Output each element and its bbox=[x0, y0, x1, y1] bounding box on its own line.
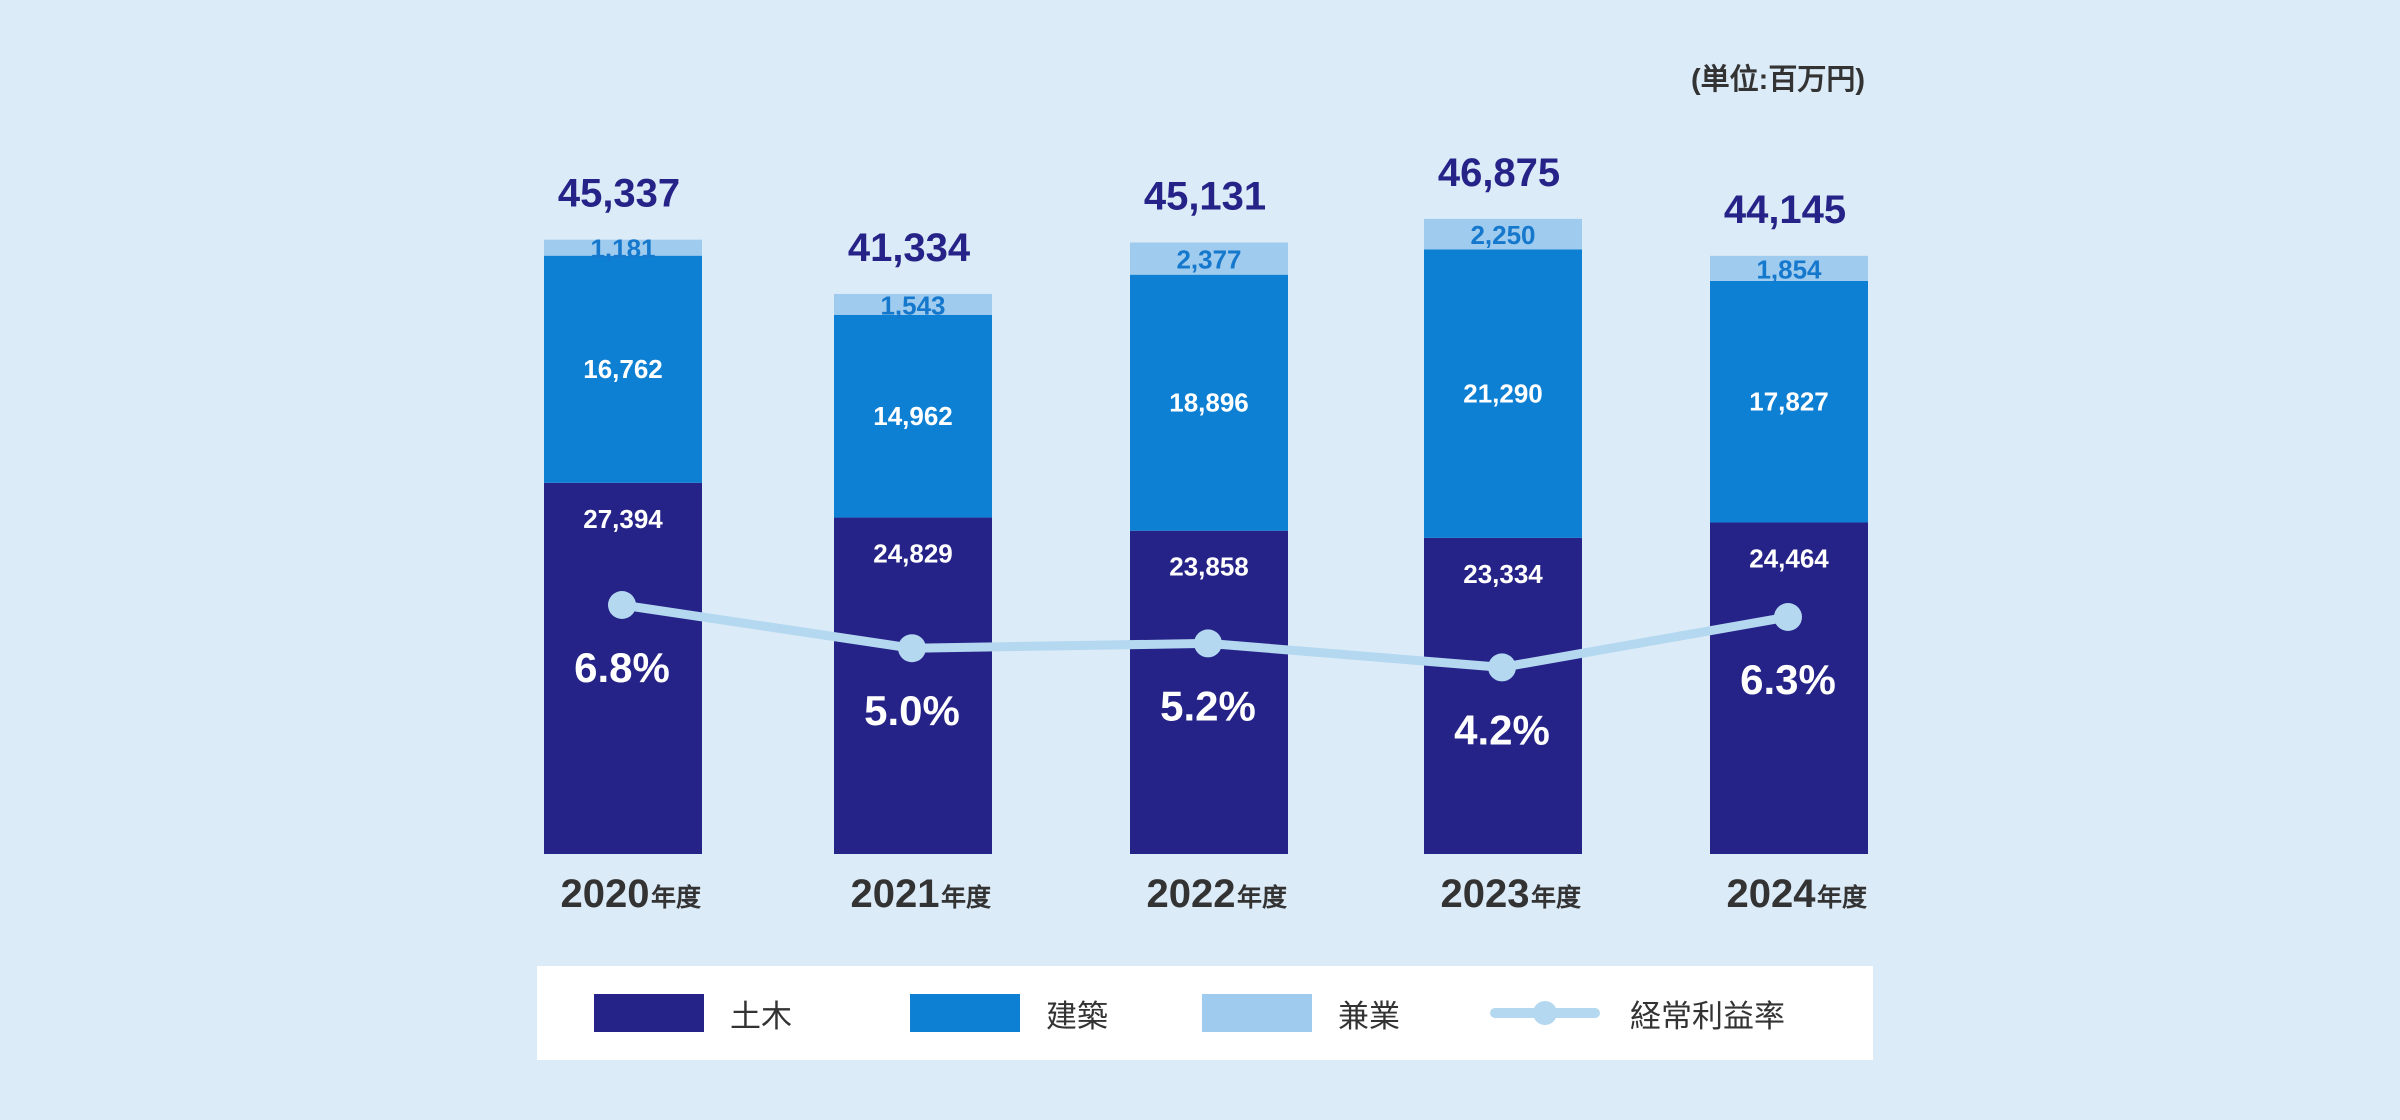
legend-label: 土木 bbox=[730, 998, 792, 1035]
bar-segment-2 bbox=[544, 239, 702, 256]
category-suffix-label: 年度 bbox=[651, 883, 701, 912]
segment-value-label: 27,394 bbox=[583, 504, 663, 534]
legend-swatch-kengyo bbox=[1202, 994, 1312, 1032]
profit-rate-point bbox=[1194, 629, 1222, 658]
bar-segment-0 bbox=[1710, 522, 1868, 854]
profit-rate-label: 4.2% bbox=[1454, 706, 1550, 753]
legend-swatch-doboku bbox=[594, 994, 704, 1032]
category-suffix-label: 年度 bbox=[1531, 883, 1581, 912]
legend-label: 兼業 bbox=[1338, 998, 1400, 1035]
legend-item-profit-rate: 経常利益率 bbox=[1490, 966, 1785, 1060]
bar-segment-2 bbox=[1424, 218, 1582, 250]
profit-rate-point bbox=[1774, 603, 1802, 631]
segment-value-label: 23,334 bbox=[1463, 559, 1543, 589]
segment-value-label: 2,250 bbox=[1470, 220, 1535, 250]
category-label: 2021 bbox=[851, 872, 940, 916]
category-suffix-label: 年度 bbox=[1237, 883, 1287, 912]
legend-swatch-kenchiku bbox=[910, 994, 1020, 1032]
unit-label: (単位:百万円) bbox=[1691, 64, 1865, 96]
category-suffix-label: 年度 bbox=[1817, 883, 1867, 912]
bar-segment-0 bbox=[1424, 537, 1582, 854]
total-value-label: 41,334 bbox=[848, 226, 971, 270]
segment-value-label: 24,464 bbox=[1749, 544, 1829, 574]
bar-segment-1 bbox=[1710, 280, 1868, 523]
bar-segment-1 bbox=[834, 314, 992, 518]
legend: 土木 建築 兼業 経常利益率 bbox=[537, 966, 1873, 1060]
bar-segment-2 bbox=[1710, 255, 1868, 281]
segment-value-label: 24,829 bbox=[873, 539, 953, 569]
profit-rate-label: 5.0% bbox=[864, 687, 960, 734]
total-value-label: 46,875 bbox=[1438, 151, 1560, 195]
legend-label: 建築 bbox=[1046, 998, 1108, 1035]
segment-value-label: 1,854 bbox=[1756, 254, 1822, 284]
segment-value-label: 16,762 bbox=[583, 354, 663, 384]
profit-rate-point bbox=[608, 591, 636, 619]
bar-segment-2 bbox=[1130, 242, 1288, 275]
profit-rate-label: 5.2% bbox=[1160, 682, 1256, 729]
category-label: 2024 bbox=[1727, 872, 1817, 916]
total-value-label: 45,337 bbox=[558, 172, 680, 216]
profit-rate-point bbox=[898, 634, 926, 663]
legend-item-doboku: 土木 bbox=[594, 966, 792, 1060]
bar-segment-0 bbox=[544, 482, 702, 854]
category-label: 2020 bbox=[561, 872, 650, 916]
category-label: 2023 bbox=[1441, 872, 1530, 916]
segment-value-label: 23,858 bbox=[1169, 552, 1249, 582]
profit-rate-point bbox=[1488, 653, 1516, 682]
legend-label: 経常利益率 bbox=[1630, 998, 1785, 1035]
category-suffix-label: 年度 bbox=[941, 883, 991, 912]
bar-segment-1 bbox=[544, 255, 702, 483]
legend-item-kengyo: 兼業 bbox=[1202, 966, 1400, 1060]
segment-value-label: 2,377 bbox=[1176, 245, 1241, 275]
bar-segment-0 bbox=[1130, 530, 1288, 854]
segment-value-label: 18,896 bbox=[1169, 388, 1249, 418]
bar-segment-0 bbox=[834, 517, 992, 854]
legend-line-marker-icon bbox=[1490, 994, 1600, 1032]
category-label: 2022 bbox=[1147, 872, 1236, 916]
legend-item-kenchiku: 建築 bbox=[910, 966, 1108, 1060]
segment-value-label: 17,827 bbox=[1749, 387, 1829, 417]
bar-segment-1 bbox=[1130, 274, 1288, 531]
total-value-label: 45,131 bbox=[1144, 174, 1266, 218]
bar-segment-2 bbox=[834, 293, 992, 315]
bar-segment-1 bbox=[1424, 249, 1582, 538]
profit-rate-label: 6.3% bbox=[1740, 656, 1836, 703]
segment-value-label: 1,181 bbox=[590, 234, 655, 264]
segment-value-label: 14,962 bbox=[873, 401, 953, 431]
total-value-label: 44,145 bbox=[1724, 188, 1846, 232]
segment-value-label: 21,290 bbox=[1463, 379, 1543, 409]
segment-value-label: 1,543 bbox=[880, 290, 945, 320]
profit-rate-label: 6.8% bbox=[574, 644, 670, 691]
